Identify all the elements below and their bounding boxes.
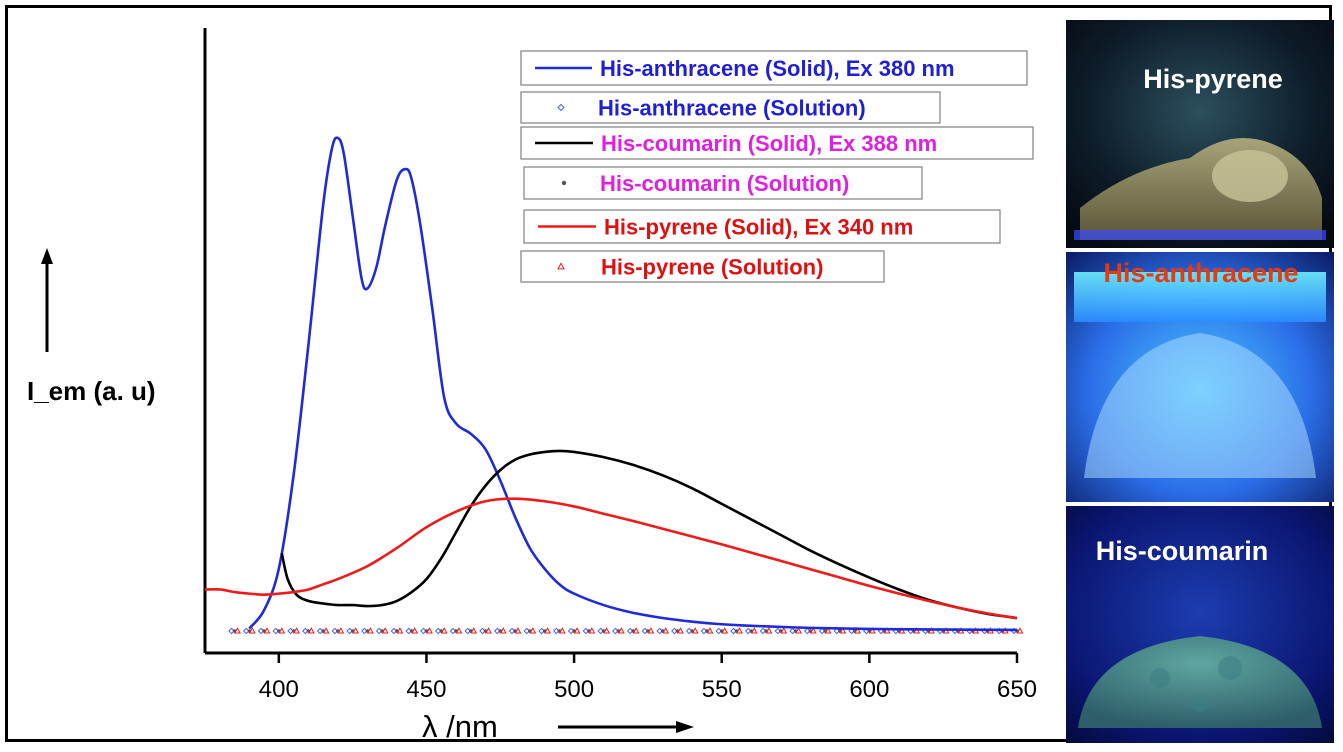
x-tick-label-650: 650 [997, 676, 1037, 703]
pyr_soln-marker [278, 627, 286, 634]
pyr_soln-marker [795, 627, 802, 634]
pyr_soln-marker [780, 627, 788, 634]
pyr_soln-marker [307, 627, 315, 634]
legend-label-5: His-pyrene (Solid), Ex 340 nm [604, 215, 913, 240]
photo-his-anthracene [1066, 252, 1334, 502]
emission-chart: I_em (a. u) λ /nm 400 450 500 550 600 650 His… [27, 28, 1037, 744]
pyr_soln-marker [440, 627, 448, 634]
legend-item-4: His-coumarin (Solution) [523, 166, 923, 200]
legend-item-3: His-coumarin (Solid), Ex 388 nm [520, 126, 1034, 160]
photo-panel [1066, 20, 1334, 743]
solid-curves [205, 136, 1017, 632]
legend-item-6: His-pyrene (Solution) [520, 250, 885, 283]
pyr_soln-marker [676, 627, 684, 634]
x-tick-label-550: 550 [702, 676, 742, 703]
x-tick-label-600: 600 [849, 676, 889, 703]
pyr_soln-marker [824, 627, 832, 634]
pyr_soln-marker [352, 627, 360, 634]
pyr_soln-marker [234, 627, 241, 634]
pyr_soln-marker [839, 627, 847, 634]
x-label-arrowhead [676, 721, 694, 733]
x-ticks: 400 450 500 550 600 650 [259, 653, 1037, 703]
pyr_soln-marker [809, 627, 817, 634]
x-tick-label-400: 400 [259, 676, 299, 703]
pyr_soln-marker [470, 627, 478, 634]
pyr_soln-marker [485, 627, 492, 634]
pyr_soln-marker [455, 627, 463, 634]
photo-label-anthracene: His-anthracene [1103, 258, 1299, 288]
x-axis-label: λ /nm [422, 709, 498, 744]
pyr_soln-marker [898, 627, 906, 634]
pyr_soln-marker [499, 627, 507, 634]
legend-item-1: His-anthracene (Solid), Ex 380 nm [520, 50, 1028, 86]
pyr_soln-marker [750, 627, 758, 634]
pyr_soln-marker [706, 627, 714, 634]
pyr_soln-marker [868, 627, 876, 634]
legend-label-4: His-coumarin (Solution) [600, 171, 849, 196]
pyr_soln-marker [558, 627, 566, 634]
pyr_soln-marker [883, 627, 891, 634]
pyr_soln-marker [765, 627, 773, 634]
pyr_soln-marker [529, 627, 537, 634]
pyr_soln-marker [544, 627, 552, 634]
pyr_soln-marker [411, 627, 419, 634]
pyr_soln-marker [263, 627, 271, 634]
y-axis-label: I_em (a. u) [27, 376, 156, 406]
pyr_soln-marker [426, 627, 433, 634]
pyr_soln-marker [573, 627, 581, 634]
pyr_soln-marker [381, 627, 389, 634]
legend-label-3: His-coumarin (Solid), Ex 388 nm [601, 131, 937, 156]
legend-item-2: His-anthracene (Solution) [520, 91, 941, 124]
x-tick-label-450: 450 [406, 676, 446, 703]
pyr_soln-marker [396, 627, 404, 634]
pyr_soln-marker [617, 627, 625, 634]
pyr_soln-marker [603, 627, 611, 634]
pyr_soln-marker [588, 627, 596, 634]
coum_solid-curve [280, 449, 1017, 620]
pyr_soln-marker [854, 627, 862, 634]
anth_solid-curve [248, 136, 1017, 632]
pyr_soln-marker [337, 627, 345, 634]
pyr_soln-marker [1016, 627, 1024, 634]
photo-label-pyrene: His-pyrene [1143, 64, 1283, 94]
y-label-arrowhead [41, 248, 53, 264]
photo-his-pyrene [1066, 20, 1334, 248]
pyr_soln-marker [322, 627, 330, 634]
pyr_soln-marker [647, 627, 655, 634]
x-tick-label-500: 500 [554, 676, 594, 703]
pyr_soln-marker [691, 627, 699, 634]
pyr_soln-marker [248, 627, 256, 634]
pyr_soln-marker [366, 627, 374, 634]
legend-item-5: His-pyrene (Solid), Ex 340 nm [523, 209, 1001, 244]
pyr_soln-marker [736, 627, 743, 634]
legend-label-6: His-pyrene (Solution) [601, 255, 823, 280]
pyr_soln-marker [632, 627, 640, 634]
pyr_solid-curve [205, 497, 1017, 620]
legend-label-1: His-anthracene (Solid), Ex 380 nm [600, 56, 955, 81]
photo-his-coumarin [1066, 506, 1334, 743]
pyr_soln-marker [721, 627, 729, 634]
pyr_soln-marker [293, 627, 301, 634]
legend-label-2: His-anthracene (Solution) [598, 96, 866, 121]
pyr_soln-marker [514, 627, 522, 634]
pyr_soln-marker [662, 627, 670, 634]
photo-label-coumarin: His-coumarin [1095, 536, 1269, 566]
legend: His-anthracene (Solid), Ex 380 nm His-ant… [520, 50, 1034, 283]
